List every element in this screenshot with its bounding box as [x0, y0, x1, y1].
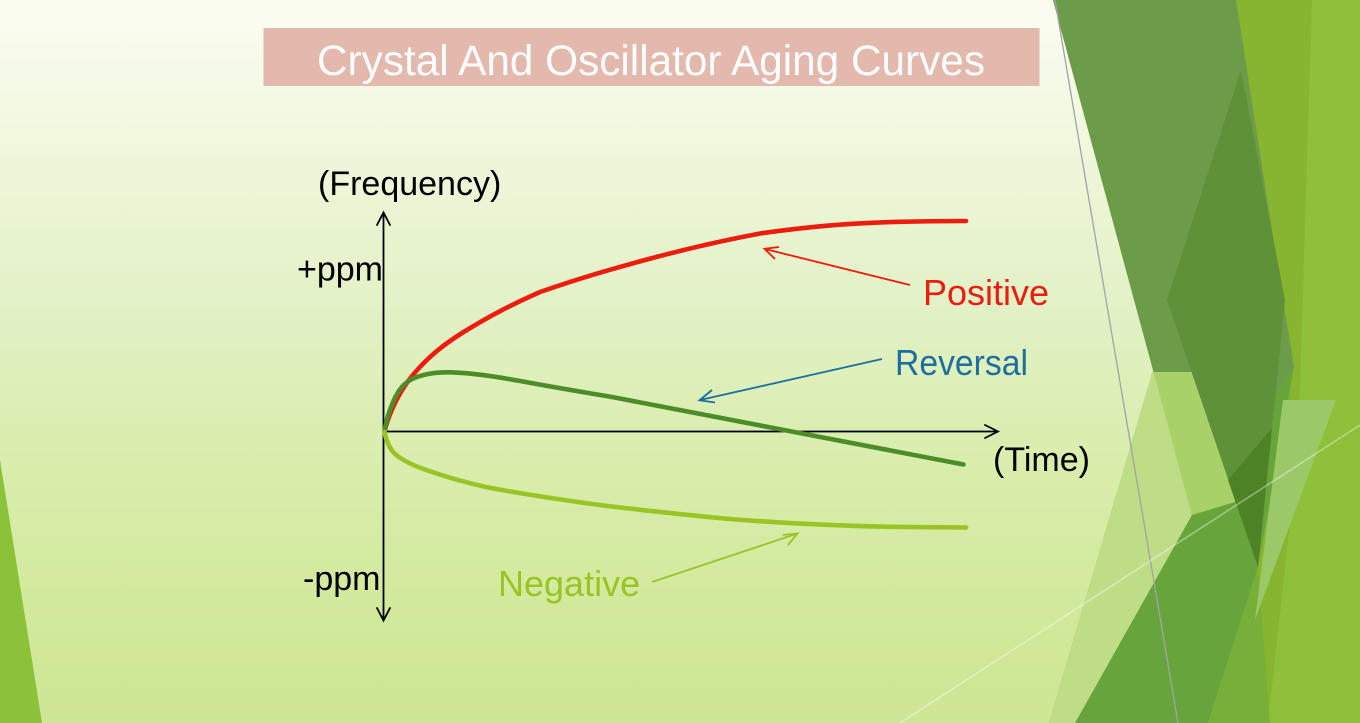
svg-text:(Time): (Time) — [993, 441, 1090, 479]
svg-text:Positive: Positive — [923, 272, 1049, 313]
svg-text:Negative: Negative — [498, 563, 640, 604]
svg-text:Reversal: Reversal — [895, 342, 1028, 383]
svg-text:(Frequency): (Frequency) — [318, 165, 501, 203]
svg-text:-ppm: -ppm — [303, 560, 380, 598]
svg-text:Crystal And Oscillator Aging C: Crystal And Oscillator Aging Curves — [317, 37, 985, 85]
svg-text:+ppm: +ppm — [297, 251, 383, 289]
